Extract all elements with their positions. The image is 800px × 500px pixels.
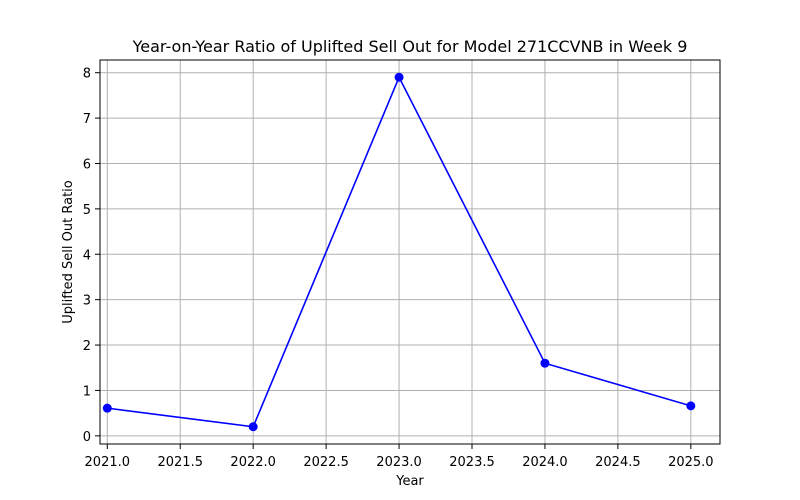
series-layer [102, 72, 696, 432]
y-tick-label: 3 [83, 294, 91, 309]
y-tick-label: 5 [83, 203, 91, 218]
axes-frame [99, 59, 721, 445]
y-axis-ticks: 0 1 2 3 4 5 6 7 8 [83, 67, 100, 445]
x-tick-label: 2022.0 [230, 455, 276, 470]
x-axis-label: Year [395, 474, 424, 489]
data-point [540, 358, 550, 368]
y-tick-label: 8 [83, 67, 91, 82]
data-point [394, 72, 404, 82]
data-point [248, 422, 258, 432]
x-tick-label: 2025.0 [668, 455, 714, 470]
grid [100, 60, 720, 444]
x-tick-label: 2021.0 [85, 455, 131, 470]
x-tick-label: 2023.0 [376, 455, 422, 470]
y-axis-label: Uplifted Sell Out Ratio [61, 180, 76, 324]
x-tick-label: 2024.5 [595, 455, 641, 470]
data-point [102, 403, 112, 413]
y-tick-label: 0 [83, 430, 91, 445]
y-tick-label: 7 [83, 112, 91, 127]
y-tick-label: 6 [83, 157, 91, 172]
x-tick-label: 2022.5 [303, 455, 349, 470]
y-tick-label: 4 [83, 248, 91, 263]
y-tick-label: 2 [83, 339, 91, 354]
chart-title: Year-on-Year Ratio of Uplifted Sell Out … [132, 37, 688, 56]
x-axis-ticks: 2021.0 2021.5 2022.0 2022.5 2023.0 2023.5 2024… [85, 444, 714, 470]
x-tick-label: 2021.5 [157, 455, 203, 470]
x-tick-label: 2024.0 [522, 455, 568, 470]
x-tick-label: 2023.5 [449, 455, 495, 470]
data-point [686, 401, 696, 411]
y-tick-label: 1 [83, 384, 91, 399]
